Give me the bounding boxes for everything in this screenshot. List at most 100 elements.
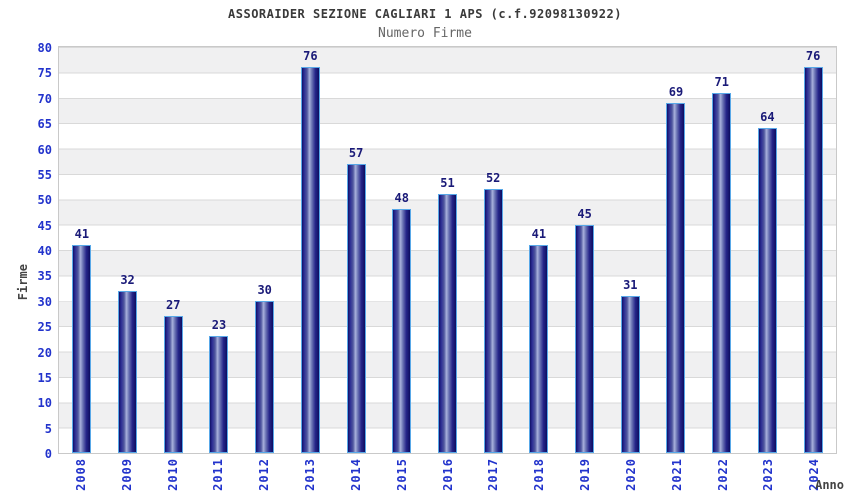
x-tick-2020: 2020 [608,458,654,500]
x-tick-2015: 2015 [379,458,425,500]
x-tick-label: 2016 [440,458,455,491]
y-tick-label: 50 [37,193,52,208]
y-tick-label: 70 [37,91,52,106]
chart-title: ASSORAIDER SEZIONE CAGLIARI 1 APS (c.f.9… [228,7,622,21]
y-tick-label: 60 [37,142,52,157]
y-tick-label: 40 [37,244,52,258]
y-tick-label: 10 [37,396,52,411]
bar-column-2014: 57 [333,47,379,453]
bar-column-2020: 31 [607,47,653,453]
bar-2023 [757,128,777,453]
bar-column-2010: 27 [150,47,196,453]
bar-value-label: 76 [303,49,318,64]
x-tick-2023: 2023 [745,458,791,500]
x-axis-tick-labels: 2008 2009 2010 2011 2012 2013 2014 2015 2016 2017… [58,458,837,500]
y-tick-label: 15 [37,370,52,385]
y-tick-label: 0 [44,447,52,461]
y-tick-label: 75 [37,66,52,81]
bar-column-2022: 71 [699,47,745,453]
bar-columns: 41 32 27 23 30 76 57 48 51 52 41 45 31 69 71 64 76 [59,47,836,453]
bar-value-label: 69 [668,84,684,99]
bar-column-2021: 69 [653,47,699,453]
y-tick-label: 55 [37,167,52,182]
bar-value-label: 45 [577,206,592,221]
x-tick-2019: 2019 [562,458,608,500]
y-tick-label: 20 [37,345,52,360]
bar-column-2017: 52 [470,47,516,453]
bar-value-label: 32 [120,272,135,287]
bar-2014 [346,163,366,453]
bar-value-label: 71 [714,74,729,89]
x-tick-label: 2014 [348,458,363,491]
bar-2011 [209,336,229,453]
x-tick-label: 2017 [486,458,501,491]
x-tick-2018: 2018 [516,458,562,500]
y-tick-label: 35 [37,269,52,284]
x-tick-2014: 2014 [333,458,379,500]
x-tick-2017: 2017 [470,458,516,500]
x-tick-label: 2018 [532,458,547,491]
bar-2013 [300,67,320,453]
x-tick-label: 2010 [165,458,180,491]
y-tick-label: 80 [37,41,52,55]
y-tick-label: 25 [37,320,52,335]
bar-column-2008: 41 [59,47,105,453]
y-axis-tick-labels: 0 5 10 15 20 25 30 35 40 45 50 55 60 65 70 75 80 [0,41,52,461]
x-tick-label: 2021 [669,458,684,491]
bar-value-label: 64 [760,110,775,125]
bar-column-2024: 76 [790,47,836,453]
bar-column-2013: 76 [288,47,334,453]
bar-2009 [118,290,138,453]
x-tick-label: 2009 [119,458,134,491]
y-tick-label: 30 [37,294,52,309]
x-tick-label: 2022 [715,458,730,491]
bar-column-2016: 51 [425,47,471,453]
bar-column-2009: 32 [105,47,151,453]
x-tick-label: 2012 [257,458,272,491]
x-tick-2022: 2022 [700,458,746,500]
bar-value-label: 23 [211,318,227,333]
x-tick-2010: 2010 [150,458,196,500]
bar-column-2023: 64 [745,47,791,453]
bar-value-label: 30 [257,282,272,297]
bar-column-2018: 41 [516,47,562,453]
bar-value-label: 41 [74,226,90,241]
bar-column-2012: 30 [242,47,288,453]
x-tick-2012: 2012 [241,458,287,500]
y-tick-label: 5 [44,421,52,436]
y-tick-label: 45 [37,218,52,233]
bar-2021 [666,102,686,453]
bar-column-2015: 48 [379,47,425,453]
bar-2018 [529,244,549,453]
bar-value-label: 41 [531,226,547,241]
x-axis-title: Anno [815,478,844,492]
bar-2016 [437,194,457,453]
bar-2010 [163,315,183,453]
y-tick-label: 65 [37,117,52,132]
bar-2024 [803,67,823,453]
x-tick-label: 2020 [623,458,638,491]
bar-2015 [392,209,412,453]
x-tick-2008: 2008 [58,458,104,500]
x-tick-2016: 2016 [425,458,471,500]
bar-2012 [255,300,275,453]
bar-value-label: 27 [166,297,181,312]
x-tick-2013: 2013 [287,458,333,500]
bar-value-label: 76 [805,49,821,64]
bar-2008 [72,244,92,453]
bar-2022 [712,92,732,453]
x-tick-label: 2015 [394,458,409,491]
x-tick-label: 2011 [211,458,226,491]
bar-column-2011: 23 [196,47,242,453]
x-tick-2009: 2009 [104,458,150,500]
x-tick-2011: 2011 [195,458,241,500]
x-tick-2021: 2021 [654,458,700,500]
bar-2017 [483,189,503,453]
bar-value-label: 31 [623,277,638,292]
x-tick-label: 2013 [303,458,318,491]
bar-column-2019: 45 [562,47,608,453]
plot-area: 41 32 27 23 30 76 57 48 51 52 41 45 31 69 71 64 76 [58,46,837,454]
x-tick-label: 2023 [761,458,776,491]
bar-value-label: 51 [440,176,455,191]
